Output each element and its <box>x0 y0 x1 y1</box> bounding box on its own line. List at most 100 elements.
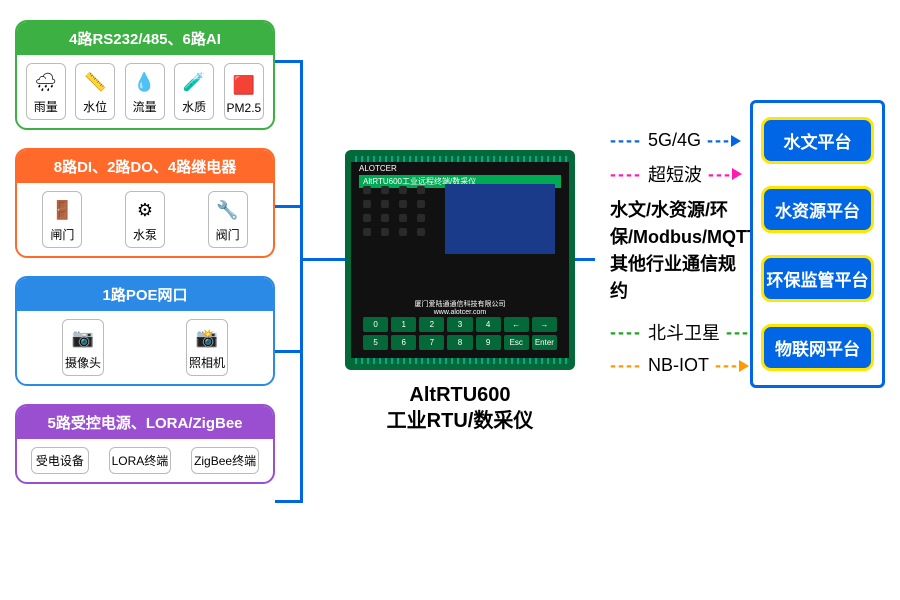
group-header: 4路RS232/485、6路AI <box>17 22 273 55</box>
sensor-item: 💧流量 <box>125 63 165 120</box>
dash-icon: ---- <box>610 355 642 376</box>
sensor-label: LORA终端 <box>112 452 169 469</box>
arrow-icon <box>739 360 749 372</box>
led-indicator <box>363 214 371 222</box>
group-header: 8路DI、2路DO、4路继电器 <box>17 150 273 183</box>
left-input-groups: 4路RS232/485、6路AI 🌧 雨量 📏 水位 💧流量 🧪 水质 🟥 PM2.5 8路DI、2… <box>15 20 275 502</box>
platform-box: 水资源平台 <box>761 186 874 233</box>
led-indicator <box>417 228 425 236</box>
sensor-item: 受电设备 <box>31 447 89 474</box>
dash-icon: --- <box>715 355 739 376</box>
device-key: Enter <box>532 335 557 350</box>
led-indicator <box>417 200 425 208</box>
group-body: 🚪闸门⚙水泵🔧阀门 <box>17 183 273 256</box>
platform-box: 物联网平台 <box>761 324 874 371</box>
sensor-icon: 📷 <box>72 324 94 352</box>
connection-label: 北斗卫星 <box>648 319 720 345</box>
led-indicator <box>381 200 389 208</box>
sensor-icon: 🌧 <box>34 68 57 96</box>
device-terminals-top <box>351 156 569 162</box>
arrow-icon <box>732 168 742 180</box>
led-indicator <box>399 200 407 208</box>
sensor-icon: 📏 <box>84 68 106 96</box>
led-indicator <box>417 186 425 194</box>
sensor-item: 🚪 闸门 <box>42 191 82 248</box>
sensor-label: 水泵 <box>133 226 157 243</box>
connection-label: 超短波 <box>648 161 702 187</box>
connector-stub-1 <box>275 60 303 63</box>
sensor-icon: 💧 <box>133 68 155 96</box>
center-device: ALOTCER AltRTU600工业远程终端/数采仪 01234←→56789… <box>345 150 575 434</box>
sensor-label: 水质 <box>182 98 206 115</box>
dash-icon: ---- <box>610 164 642 185</box>
device-subtitle: 厦门爱陆通通信科技有限公司 www.alotcer.com <box>351 299 569 316</box>
led-indicator <box>381 228 389 236</box>
device-key: 3 <box>447 317 472 332</box>
sensor-label: 闸门 <box>50 226 74 243</box>
connector-stub-2 <box>275 205 303 208</box>
device-key: 0 <box>363 317 388 332</box>
led-indicator <box>381 186 389 194</box>
connection-row: ---- 超短波 --- <box>610 161 740 187</box>
led-indicator <box>363 186 371 194</box>
device-key: 5 <box>363 335 388 350</box>
sensor-item: ⚙水泵 <box>125 191 165 248</box>
connector-trunk-v <box>300 60 303 500</box>
sensor-label: ZigBee终端 <box>194 452 256 469</box>
dash-icon: --- <box>726 322 750 343</box>
connector-stub-3 <box>275 350 303 353</box>
sensor-item: 🧪 水质 <box>174 63 214 120</box>
led-indicator <box>417 214 425 222</box>
protocols-text: 水文/水资源/环保/Modbus/MQTT/其他行业通信规约 <box>610 197 740 305</box>
sensor-item: LORA终端 <box>109 447 172 474</box>
platform-box: 环保监管平台 <box>761 255 874 302</box>
device-key: 9 <box>476 335 501 350</box>
input-group-3: 5路受控电源、LORA/ZigBee 受电设备 LORA终端 ZigBee终端 <box>15 404 275 484</box>
dash-icon: ---- <box>610 130 642 151</box>
sensor-label: 照相机 <box>189 354 225 371</box>
connection-label: 5G/4G <box>648 130 701 151</box>
device-key: 8 <box>447 335 472 350</box>
group-body: 🌧 雨量 📏 水位 💧流量 🧪 水质 🟥 PM2.5 <box>17 55 273 128</box>
connection-types: ----5G/4G-------超短波--- 水文/水资源/环保/Modbus/… <box>610 130 740 386</box>
dash-icon: --- <box>708 164 732 185</box>
sensor-label: 受电设备 <box>36 452 84 469</box>
sensor-item: 🟥 PM2.5 <box>224 63 265 120</box>
sensor-item: 📏 水位 <box>75 63 115 120</box>
device-screen <box>445 184 555 254</box>
sensor-label: 水位 <box>83 98 107 115</box>
sensor-icon: 🚪 <box>51 196 73 224</box>
sensor-item: 📷 摄像头 <box>62 319 104 376</box>
sensor-icon: 🟥 <box>233 71 255 99</box>
device-key: 6 <box>391 335 416 350</box>
led-indicator <box>363 228 371 236</box>
connector-stub-4 <box>275 500 303 503</box>
input-group-1: 8路DI、2路DO、4路继电器🚪闸门⚙水泵🔧阀门 <box>15 148 275 258</box>
connection-row: ----北斗卫星--- <box>610 319 740 345</box>
input-group-2: 1路POE网口📷摄像头📸照相机 <box>15 276 275 386</box>
sensor-item: 🌧 雨量 <box>26 63 66 120</box>
sensor-label: 雨量 <box>34 98 58 115</box>
input-group-0: 4路RS232/485、6路AI 🌧 雨量 📏 水位 💧流量 🧪 水质 🟥 PM2.5 <box>15 20 275 130</box>
platforms-panel: 水文平台水资源平台环保监管平台物联网平台 <box>750 100 885 388</box>
device-leds <box>363 186 427 236</box>
led-indicator <box>381 214 389 222</box>
arrow-icon <box>731 135 741 147</box>
connection-row: ---- NB-IOT --- <box>610 355 740 376</box>
device-key: 2 <box>419 317 444 332</box>
device-key: ← <box>504 317 529 332</box>
group-body: 📷摄像头📸照相机 <box>17 311 273 384</box>
sensor-item: ZigBee终端 <box>191 447 259 474</box>
connection-label: NB-IOT <box>648 355 709 376</box>
led-indicator <box>399 186 407 194</box>
group-header: 5路受控电源、LORA/ZigBee <box>17 406 273 439</box>
led-indicator <box>399 228 407 236</box>
sensor-label: PM2.5 <box>227 101 262 115</box>
device-terminals-bottom <box>351 358 569 364</box>
sensor-icon: 🧪 <box>183 68 205 96</box>
device-keypad: 01234←→56789EscEnter <box>363 317 557 350</box>
led-indicator <box>363 200 371 208</box>
device-label: AltRTU600 工业RTU/数采仪 <box>345 382 575 434</box>
sensor-label: 摄像头 <box>65 354 101 371</box>
dash-icon: ---- <box>610 322 642 343</box>
